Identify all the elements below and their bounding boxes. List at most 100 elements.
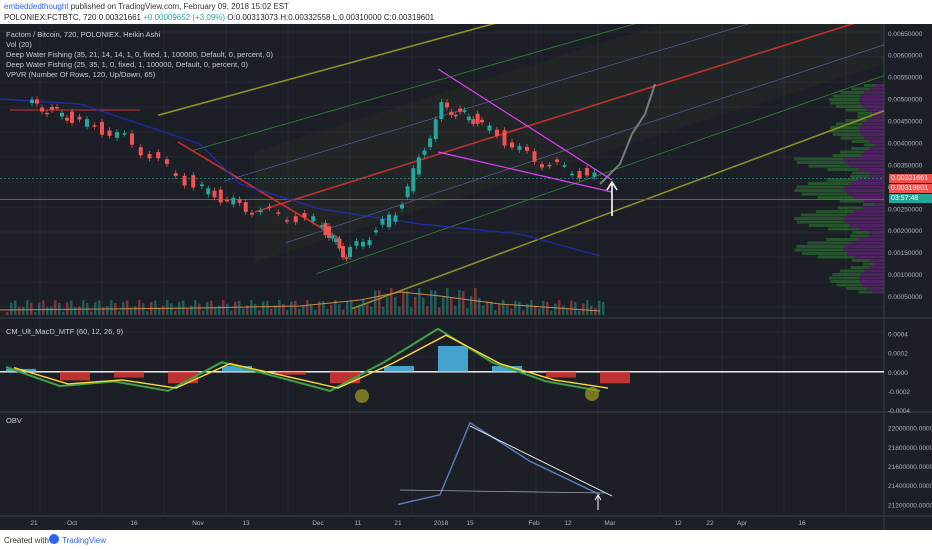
volume-profile-bar bbox=[851, 147, 870, 150]
volume-bar bbox=[354, 309, 357, 315]
price-candle bbox=[107, 130, 112, 136]
tradingview-brand[interactable]: TradingView bbox=[62, 536, 107, 545]
symbol-line: POLONIEX:FCTBTC, 720 0.00321661 +0.00009… bbox=[4, 13, 434, 22]
macd-histogram-bar bbox=[384, 366, 414, 372]
macd-tick-label: -0.0002 bbox=[888, 389, 910, 396]
price-candle bbox=[122, 133, 127, 135]
volume-profile-bar bbox=[858, 290, 873, 294]
volume-bar bbox=[498, 303, 501, 315]
price-candle bbox=[243, 202, 248, 212]
author-link[interactable]: embeddedthought bbox=[4, 2, 69, 11]
volume-bar bbox=[50, 306, 53, 315]
volume-profile-bar bbox=[843, 157, 884, 161]
volume-profile-bar bbox=[832, 133, 861, 136]
volume-profile-bar bbox=[794, 157, 844, 161]
last-price: 0.00321661 bbox=[98, 13, 141, 22]
price-candle bbox=[293, 216, 298, 223]
price-candle bbox=[285, 220, 289, 222]
volume-bar bbox=[554, 303, 557, 315]
price-tick-label: 0.00600000 bbox=[888, 53, 923, 60]
volume-bar bbox=[54, 300, 57, 315]
volume-profile-bar bbox=[864, 91, 884, 94]
time-tick-label: 12 bbox=[674, 520, 682, 527]
macd-histogram-bar bbox=[222, 366, 252, 372]
volume-profile-bar bbox=[869, 266, 884, 269]
volume-bar bbox=[62, 311, 65, 315]
volume-profile-bar bbox=[851, 140, 870, 143]
channel-line bbox=[157, 24, 496, 116]
volume-bar bbox=[542, 300, 545, 315]
volume-bar bbox=[70, 300, 73, 315]
volume-bar bbox=[426, 306, 429, 315]
volume-bar bbox=[350, 301, 353, 315]
volume-bar bbox=[226, 303, 229, 315]
volume-profile-bar bbox=[849, 234, 869, 238]
price-candle bbox=[77, 116, 82, 120]
volume-bar bbox=[206, 301, 209, 315]
volume-bar bbox=[558, 300, 561, 315]
volume-bar bbox=[346, 301, 349, 315]
legend-title: Factom / Bitcoin, 720, POLONIEX, Heikin … bbox=[6, 30, 161, 39]
volume-profile-bar bbox=[860, 273, 884, 276]
volume-profile-bar bbox=[817, 196, 855, 199]
volume-profile-bar bbox=[859, 101, 884, 105]
volume-bar bbox=[474, 288, 477, 315]
volume-bar bbox=[170, 303, 173, 315]
price-candle bbox=[35, 99, 39, 104]
volume-profile-bar bbox=[849, 182, 884, 185]
price-candle bbox=[502, 130, 507, 146]
volume-bar bbox=[550, 310, 553, 315]
legend-obv: OBV bbox=[6, 416, 22, 425]
volume-bar bbox=[386, 296, 389, 315]
chart-area[interactable]: 0.00650000 0.00600000 0.00550000 0.00500000… bbox=[0, 24, 932, 530]
price-candle bbox=[510, 142, 514, 148]
volume-bar bbox=[238, 300, 241, 315]
volume-profile-bar bbox=[826, 178, 859, 182]
volume-bar bbox=[106, 306, 109, 315]
volume-profile-bar bbox=[800, 213, 847, 217]
volume-bar bbox=[522, 310, 525, 315]
volume-profile-bar bbox=[843, 189, 884, 192]
publish-line: embeddedthought published on TradingView… bbox=[4, 2, 289, 11]
macd-histogram-bar bbox=[276, 371, 306, 375]
volume-profile-bar bbox=[801, 252, 848, 255]
volume-bar bbox=[398, 306, 401, 315]
volume-profile-bar bbox=[874, 262, 884, 266]
volume-profile-bar bbox=[836, 283, 863, 287]
price-candle bbox=[592, 172, 597, 177]
volume-bar bbox=[262, 301, 265, 315]
volume-bar bbox=[570, 300, 573, 315]
price-candle bbox=[458, 108, 463, 112]
volume-bar bbox=[30, 302, 33, 315]
time-tick-label: Oct bbox=[67, 520, 77, 527]
projection-path bbox=[599, 83, 656, 185]
volume-profile-bar bbox=[857, 115, 873, 119]
price-candle bbox=[45, 112, 49, 115]
macd-signal-line bbox=[13, 334, 609, 389]
volume-profile-bar bbox=[844, 185, 884, 189]
macd-histogram-bar bbox=[168, 371, 198, 384]
volume-bar bbox=[470, 296, 473, 315]
channel-line bbox=[193, 24, 636, 151]
price-candle bbox=[50, 106, 54, 111]
legend-macd: CM_Ult_MacD_MTF (60, 12, 26, 9) bbox=[6, 327, 124, 336]
price-candle bbox=[570, 173, 574, 176]
volume-profile-bar bbox=[840, 150, 865, 154]
price-change: +0.00009652 (+3.09%) bbox=[143, 13, 226, 22]
time-tick-label: Apr bbox=[737, 520, 748, 527]
volume-bar bbox=[310, 304, 313, 315]
price-candle bbox=[191, 175, 196, 188]
price-candle bbox=[100, 121, 104, 135]
volume-profile-bar bbox=[832, 273, 861, 276]
obv-support-line bbox=[399, 489, 606, 494]
volume-profile-bar bbox=[863, 206, 884, 210]
volume-profile-bar bbox=[796, 161, 845, 164]
volume-profile-bar bbox=[864, 84, 875, 87]
volume-profile-bar bbox=[837, 206, 864, 210]
macd-histogram-bar bbox=[600, 371, 630, 384]
volume-bar bbox=[154, 300, 157, 315]
volume-profile-bar bbox=[828, 227, 859, 231]
price-candle bbox=[55, 107, 59, 109]
volume-bar bbox=[434, 290, 437, 315]
price-candle bbox=[147, 153, 152, 159]
